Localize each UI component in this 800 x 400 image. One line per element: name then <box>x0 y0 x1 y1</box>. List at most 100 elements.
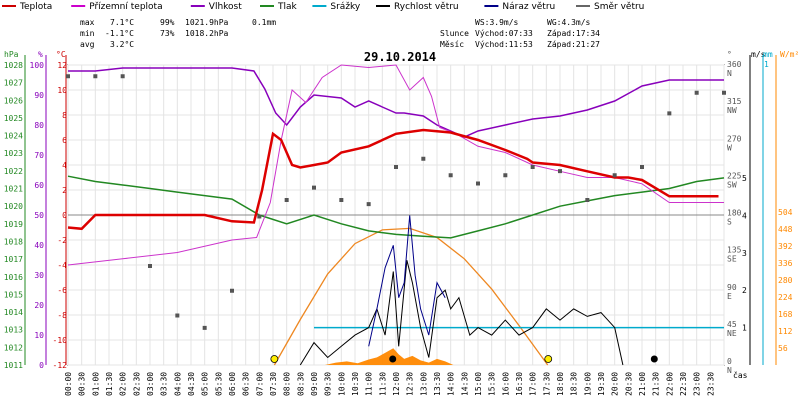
humidity-tick-label: 50 <box>34 211 44 220</box>
humidity-tick-label: 80 <box>34 121 44 130</box>
wind-gust-line <box>368 215 446 347</box>
humidity-tick-label: 10 <box>34 331 44 340</box>
wind-dir-point <box>202 325 207 330</box>
pressure-tick-label: 1012 <box>4 343 23 352</box>
wind-dir-tick-value: 360 <box>727 60 742 69</box>
stat-min-hum: 73% <box>160 29 175 38</box>
x-tick-label: 23:00 <box>693 372 702 396</box>
x-tick-label: 21:30 <box>652 372 661 396</box>
pressure-tick-label: 1025 <box>4 114 23 123</box>
solar-tick-label: 168 <box>778 310 793 319</box>
moonrise-marker <box>389 355 397 363</box>
solar-potential-curve <box>273 227 549 366</box>
x-tick-label: 02:00 <box>119 372 128 396</box>
stat-min-label: min <box>80 29 95 38</box>
wind-dir-unit: ° <box>727 50 732 59</box>
wind-dir-tick-label: NW <box>727 106 737 115</box>
x-tick-label: 05:00 <box>201 372 210 396</box>
pressure-tick-label: 1017 <box>4 255 23 264</box>
x-tick-label: 05:30 <box>214 372 223 396</box>
x-tick-label: 02:30 <box>132 372 141 396</box>
temp-tick-label: 0 <box>62 211 67 220</box>
humidity-tick-label: 0 <box>39 361 44 370</box>
x-tick-label: 08:00 <box>283 372 292 396</box>
moonset-marker <box>650 355 658 363</box>
x-tick-label: 13:30 <box>433 372 442 396</box>
x-tick-label: 06:30 <box>242 372 251 396</box>
wind-dir-point <box>394 165 398 169</box>
pressure-tick-label: 1013 <box>4 326 23 335</box>
solar-tick-label: 392 <box>778 242 793 251</box>
x-tick-label: 17:30 <box>542 372 551 396</box>
wind-dir-tick-value: 135 <box>727 246 742 255</box>
x-tick-label: 18:00 <box>556 372 565 396</box>
wind-dir-tick-label: SE <box>727 255 737 264</box>
temp-tick-label: 10 <box>57 86 67 95</box>
wind-speed-unit: m/s <box>751 50 766 59</box>
pressure-tick-label: 1011 <box>4 361 23 370</box>
wind-dir-point <box>66 74 70 79</box>
x-tick-label: 14:30 <box>460 372 469 396</box>
wind-speed-tick-label: 5 <box>742 174 747 183</box>
wind-dir-point <box>366 202 371 207</box>
wind-dir-point <box>339 198 344 202</box>
wind-speed-tick-label: 2 <box>742 286 747 295</box>
humidity-tick-label: 40 <box>34 241 44 250</box>
x-tick-label: 07:00 <box>255 372 264 396</box>
solar-tick-label: 448 <box>778 225 793 234</box>
x-tick-label: 19:00 <box>583 372 592 396</box>
wind-dir-tick-label: E <box>727 292 732 301</box>
ground-temp-line <box>67 64 724 266</box>
wind-dir-tick-value: 225 <box>727 171 742 180</box>
temp-tick-label: -10 <box>53 336 68 345</box>
x-tick-label: 01:00 <box>91 372 100 396</box>
wind-dir-tick-label: NE <box>727 329 737 338</box>
x-tick-label: 09:00 <box>310 372 319 396</box>
wind-dir-point <box>694 90 699 95</box>
temp-tick-label: 12 <box>57 61 67 70</box>
wind-dir-point <box>476 181 480 186</box>
temp-tick-label: -8 <box>57 311 67 320</box>
stat-min-press: 1018.2hPa <box>185 29 229 38</box>
solar-radiation-area <box>324 348 454 365</box>
humidity-unit: % <box>38 50 43 59</box>
x-tick-label: 01:30 <box>105 372 114 396</box>
x-tick-label: 10:30 <box>351 372 360 396</box>
pressure-tick-label: 1020 <box>4 202 23 211</box>
temp-tick-label: -4 <box>57 261 67 270</box>
stat-max-hum: 99% <box>160 18 175 27</box>
wind-ws: WS:3.9m/s <box>475 18 519 27</box>
x-tick-label: 18:30 <box>570 372 579 396</box>
stat-avg-label: avg <box>80 40 95 49</box>
x-tick-label: 16:00 <box>501 372 510 396</box>
solar-unit: W/m² <box>780 50 799 59</box>
solar-tick-label: 112 <box>778 327 793 336</box>
pressure-tick-label: 1027 <box>4 79 23 88</box>
x-tick-label: 12:30 <box>406 372 415 396</box>
x-tick-label: 08:30 <box>296 372 305 396</box>
solar-tick-label: 280 <box>778 276 793 285</box>
moon-set: Západ:21:27 <box>547 40 600 49</box>
wind-dir-point <box>230 288 234 293</box>
x-tick-label: 03:30 <box>160 372 169 396</box>
pressure-tick-label: 1021 <box>4 185 23 194</box>
x-tick-label: 19:30 <box>597 372 606 396</box>
x-tick-label: 04:30 <box>187 372 196 396</box>
wind-dir-tick-label: SW <box>727 180 737 189</box>
wind-dir-point <box>722 90 726 95</box>
x-tick-label: 00:30 <box>78 372 87 396</box>
temp-tick-label: -6 <box>57 286 67 295</box>
x-tick-label: 03:00 <box>146 372 155 396</box>
wind-dir-tick-label: N <box>727 69 732 78</box>
rain-unit: mm <box>763 50 773 59</box>
stat-avg-temp: 3.2°C <box>110 40 134 49</box>
wind-dir-point <box>312 185 316 190</box>
x-tick-label: 15:00 <box>474 372 483 396</box>
x-tick-label: 15:30 <box>488 372 497 396</box>
x-tick-label: 12:00 <box>392 372 401 396</box>
x-tick-label: 11:00 <box>365 372 374 396</box>
pressure-unit: hPa <box>4 50 19 59</box>
humidity-tick-label: 70 <box>34 151 44 160</box>
rain-tick-label: 1 <box>764 60 769 69</box>
